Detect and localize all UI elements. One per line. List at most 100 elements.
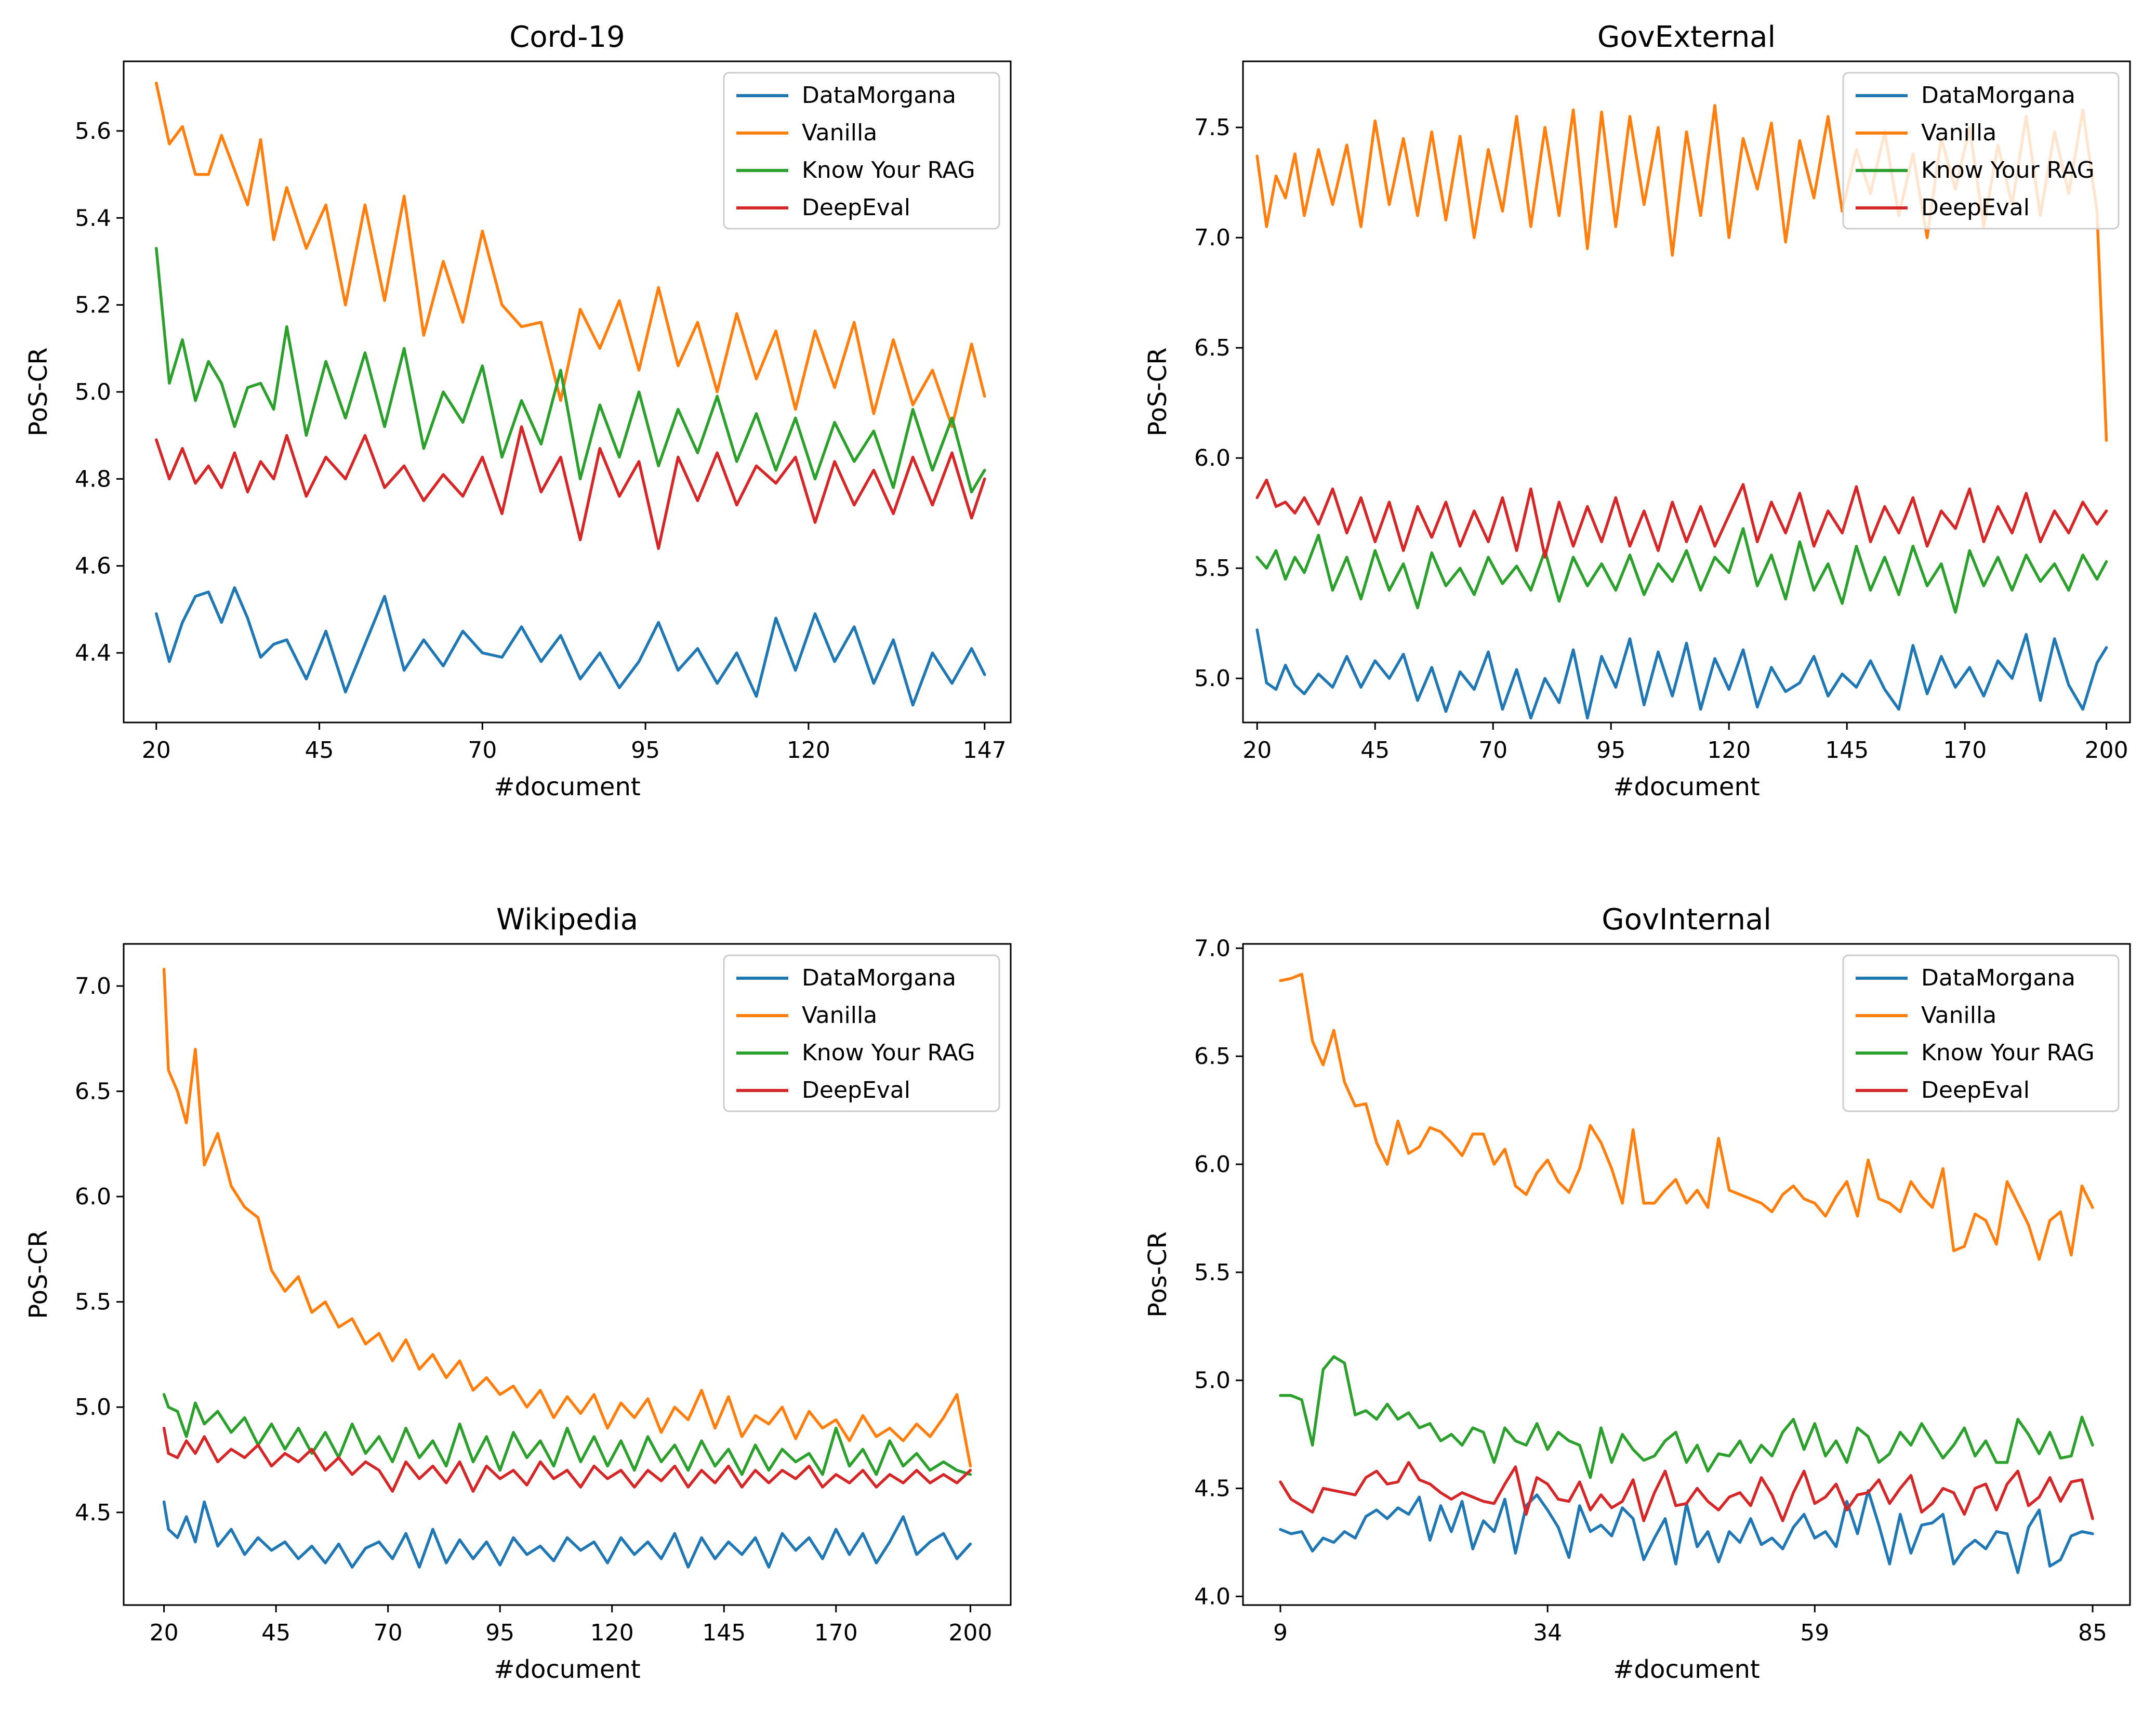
legend: DataMorgana Vanilla Know Your RAG DeepEval — [1842, 72, 2120, 230]
x-tick-label: 59 — [1800, 1620, 1829, 1646]
legend-label: DataMorgana — [1921, 82, 2075, 109]
legend-label: DataMorgana — [802, 965, 956, 991]
x-tick-label: 70 — [468, 737, 497, 764]
y-tick-label: 7.0 — [1194, 225, 1231, 251]
chart-title: Cord-19 — [509, 20, 625, 54]
x-tick-label: 170 — [814, 1620, 858, 1646]
legend-label: Know Your RAG — [802, 1040, 975, 1066]
x-axis-label: #document — [494, 1655, 640, 1684]
y-tick-label: 4.8 — [75, 466, 111, 492]
x-tick-label: 45 — [305, 737, 334, 764]
x-tick-label: 9 — [1273, 1620, 1288, 1646]
legend: DataMorgana Vanilla Know Your RAG DeepEval — [723, 954, 1000, 1112]
x-tick-label: 45 — [261, 1620, 290, 1646]
chart-panel-4: 9 34 59 85 4.0 4.5 5.0 5.5 6.0 6.5 7.0 GovInternal #… — [1143, 903, 2131, 1684]
series-line-vanilla — [1279, 972, 2094, 1261]
y-tick-label: 5.0 — [1194, 665, 1231, 692]
legend-label: Vanilla — [802, 120, 877, 146]
legend-box — [1842, 954, 2120, 1112]
y-tick-label: 6.5 — [1194, 335, 1231, 361]
legend-box — [723, 954, 1000, 1112]
y-axis-label: PoS-CR — [24, 347, 53, 436]
series-line-know-your-rag — [155, 247, 986, 494]
x-tick-label: 95 — [631, 737, 660, 764]
plot-frame — [1242, 60, 2131, 724]
series-line-deepeval — [1279, 1461, 2094, 1522]
y-tick-label: 4.5 — [1194, 1476, 1231, 1502]
y-axis-label: PoS-CR — [1143, 347, 1172, 436]
legend-label: Know Your RAG — [1921, 1040, 2095, 1066]
x-tick-label: 45 — [1360, 737, 1390, 764]
series-line-datamorgana — [155, 586, 986, 707]
series-line-know-your-rag — [162, 1393, 972, 1476]
y-axis-label: Pos-CR — [1143, 1231, 1172, 1318]
x-tick-label: 200 — [948, 1620, 992, 1646]
y-tick-label: 5.2 — [75, 292, 111, 319]
y-tick-label: 4.0 — [1194, 1583, 1231, 1610]
y-axis-label: PoS-CR — [24, 1230, 53, 1319]
x-tick-label: 20 — [150, 1620, 179, 1646]
y-tick-label: 7.5 — [1194, 114, 1231, 141]
y-tick-label: 4.4 — [75, 640, 111, 666]
legend-label: DeepEval — [802, 1077, 910, 1103]
legend-label: Vanilla — [802, 1002, 877, 1029]
x-tick-label: 120 — [590, 1620, 634, 1646]
x-tick-label: 147 — [963, 737, 1007, 764]
y-tick-label: 6.5 — [1194, 1043, 1231, 1070]
chart-title: GovInternal — [1602, 903, 1771, 937]
legend-label: Know Your RAG — [1921, 157, 2095, 183]
chart-panel-3: 20 45 70 95 120 145 170 200 4.5 5.0 5.5 6.0 6.5 7.0 Wi… — [24, 903, 1012, 1684]
x-tick-label: 95 — [1596, 737, 1625, 764]
chart-title: GovExternal — [1597, 20, 1776, 54]
x-tick-label: 120 — [1707, 737, 1751, 764]
x-axis-label: #document — [1613, 772, 1760, 801]
legend: DataMorgana Vanilla Know Your RAG DeepEval — [1842, 954, 2120, 1112]
x-axis-label: #document — [1613, 1655, 1760, 1684]
y-tick-label: 5.0 — [75, 1394, 111, 1421]
y-tick-label: 6.0 — [1194, 1151, 1231, 1178]
legend-label: Vanilla — [1921, 120, 1996, 146]
x-tick-label: 145 — [702, 1620, 746, 1646]
legend-label: DeepEval — [802, 194, 910, 221]
x-tick-label: 170 — [1943, 737, 1987, 764]
legend-label: DataMorgana — [802, 82, 956, 109]
legend-label: DeepEval — [1921, 1077, 2030, 1103]
x-tick-label: 20 — [1242, 737, 1272, 764]
y-tick-label: 5.0 — [1194, 1368, 1231, 1394]
x-tick-label: 70 — [1478, 737, 1507, 764]
series-line-deepeval — [155, 425, 986, 550]
y-tick-label: 5.5 — [1194, 1259, 1231, 1286]
series-line-datamorgana — [1255, 628, 2108, 720]
series-line-deepeval — [162, 1426, 972, 1493]
legend-label: Vanilla — [1921, 1002, 1996, 1029]
series-line-datamorgana — [162, 1500, 972, 1569]
y-tick-label: 5.0 — [75, 379, 111, 405]
x-tick-label: 200 — [2085, 737, 2128, 764]
series-line-deepeval — [1255, 478, 2108, 559]
legend-box — [723, 72, 1000, 230]
y-tick-label: 6.5 — [75, 1079, 111, 1105]
y-tick-label: 6.0 — [1194, 445, 1231, 471]
x-tick-label: 120 — [787, 737, 830, 764]
plot-frame — [1242, 943, 2131, 1606]
y-tick-label: 4.5 — [75, 1500, 111, 1526]
legend-label: DeepEval — [1921, 194, 2030, 221]
chart-panel-2: 20 45 70 95 120 145 170 200 5.0 5.5 6.0 6.5 7.0 7.5 Go… — [1143, 20, 2131, 801]
y-tick-label: 5.4 — [75, 205, 111, 231]
y-tick-label: 5.6 — [75, 118, 111, 144]
legend-label: DataMorgana — [1921, 965, 2075, 991]
x-tick-label: 70 — [374, 1620, 403, 1646]
legend: DataMorgana Vanilla Know Your RAG DeepEval — [723, 72, 1000, 230]
legend-label: Know Your RAG — [802, 157, 975, 183]
x-tick-label: 20 — [142, 737, 171, 764]
y-tick-label: 7.0 — [75, 973, 111, 1000]
y-tick-label: 7.0 — [1194, 935, 1231, 962]
x-axis-label: #document — [494, 772, 640, 801]
series-line-vanilla — [162, 967, 972, 1468]
y-tick-label: 5.5 — [1194, 555, 1231, 582]
y-tick-label: 6.0 — [75, 1184, 111, 1210]
x-tick-label: 85 — [2078, 1620, 2107, 1646]
